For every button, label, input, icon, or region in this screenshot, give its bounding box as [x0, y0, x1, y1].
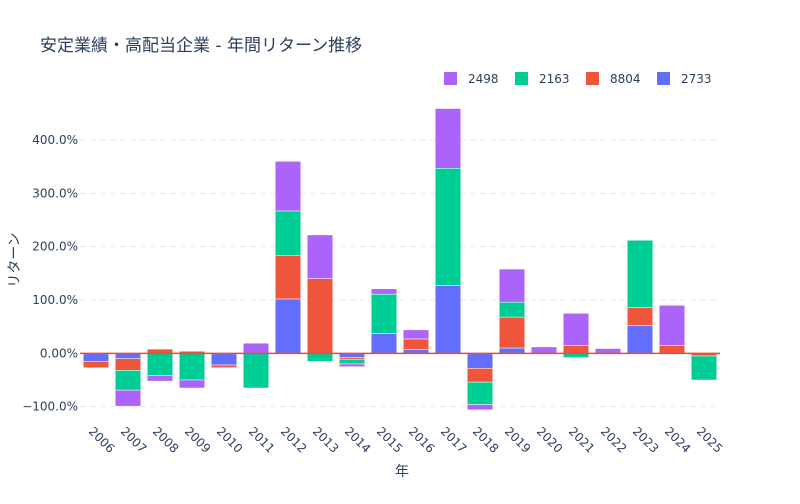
bar-2498-2017[interactable]: [434, 108, 462, 169]
x-tick-label: 2011: [246, 424, 277, 455]
legend-label: 2733: [681, 72, 712, 86]
x-tick-label: 2014: [342, 424, 373, 455]
x-tick-label: 2012: [278, 424, 309, 455]
x-tick-label: 2006: [86, 424, 117, 455]
bar-2163-2023[interactable]: [626, 240, 654, 308]
bar-2733-2019[interactable]: [498, 347, 526, 354]
legend-label: 2163: [539, 72, 570, 86]
y-tick-label: 0.00%: [40, 346, 78, 360]
x-tick-label: 2025: [694, 424, 725, 455]
bar-2163-2011[interactable]: [242, 353, 270, 389]
x-tick-label: 2022: [598, 424, 629, 455]
legend-item-2163[interactable]: 2163: [515, 72, 570, 86]
x-tick-label: 2024: [662, 424, 693, 455]
bar-8804-2019[interactable]: [498, 316, 526, 349]
bar-2163-2013[interactable]: [306, 353, 334, 362]
y-tick-label: 300.0%: [32, 186, 78, 200]
legend-label: 2498: [468, 72, 499, 86]
bar-2498-2009[interactable]: [178, 379, 206, 389]
bar-2498-2020[interactable]: [530, 346, 558, 354]
x-axis-ticks: 2006 2007 2008 2009 2010 2011 2012 2013 2014 2015…: [86, 424, 725, 455]
legend[interactable]: 2498 2163 8804 2733: [444, 72, 712, 86]
x-tick-label: 2021: [566, 424, 597, 455]
x-tick-label: 2018: [470, 424, 501, 455]
bar-2163-2017[interactable]: [434, 168, 462, 286]
bar-2733-2010[interactable]: [210, 353, 238, 366]
bar-2733-2018[interactable]: [466, 353, 494, 369]
bar-2163-2015[interactable]: [370, 293, 398, 334]
y-axis-ticks: −100.0% 0.00% 100.0% 200.0% 300.0% 400.0%: [22, 133, 78, 414]
bar-2163-2007[interactable]: [114, 370, 142, 391]
x-tick-label: 2016: [406, 424, 437, 455]
bar-2163-2018[interactable]: [466, 381, 494, 405]
bar-2733-2017[interactable]: [434, 285, 462, 354]
x-tick-label: 2008: [150, 424, 181, 455]
bar-2498-2015[interactable]: [370, 288, 398, 295]
bar-2498-2013[interactable]: [306, 234, 334, 279]
bar-8804-2018[interactable]: [466, 368, 494, 383]
bar-2498-2007[interactable]: [114, 389, 142, 407]
bar-2498-2014[interactable]: [338, 363, 366, 367]
bar-8804-2013[interactable]: [306, 278, 334, 354]
bar-2498-2018[interactable]: [466, 404, 494, 411]
legend-item-2498[interactable]: 2498: [444, 72, 499, 86]
bar-2498-2021[interactable]: [562, 313, 590, 346]
bar-8804-2006[interactable]: [82, 361, 110, 368]
bar-2498-2011[interactable]: [242, 342, 270, 354]
bar-2733-2015[interactable]: [370, 333, 398, 354]
x-tick-label: 2017: [438, 424, 469, 455]
bar-8804-2010[interactable]: [210, 364, 238, 368]
bar-8804-2012[interactable]: [274, 255, 302, 300]
bar-8804-2024[interactable]: [658, 345, 686, 354]
bar-2733-2007[interactable]: [114, 353, 142, 359]
legend-item-2733[interactable]: 2733: [657, 72, 712, 86]
x-axis-title: 年: [395, 464, 409, 480]
legend-swatch: [657, 72, 670, 85]
x-tick-label: 2010: [214, 424, 245, 455]
bar-8804-2007[interactable]: [114, 358, 142, 371]
bar-2163-2014[interactable]: [338, 358, 366, 365]
bar-2733-2006[interactable]: [82, 353, 110, 362]
x-tick-label: 2007: [118, 424, 149, 455]
bar-2163-2012[interactable]: [274, 210, 302, 256]
legend-swatch: [586, 72, 599, 85]
bar-2733-2012[interactable]: [274, 298, 302, 354]
chart-title: 安定業績・高配当企業 - 年間リターン推移: [40, 36, 362, 56]
bar-2498-2019[interactable]: [498, 268, 526, 303]
y-axis-title: リターン: [7, 232, 23, 287]
x-tick-label: 2015: [374, 424, 405, 455]
bars: [82, 108, 718, 411]
x-tick-label: 2020: [534, 424, 565, 455]
bar-2163-2009[interactable]: [178, 353, 206, 381]
bar-2733-2023[interactable]: [626, 325, 654, 354]
bar-2163-2008[interactable]: [146, 353, 174, 376]
y-tick-label: 100.0%: [32, 293, 78, 307]
bar-2498-2012[interactable]: [274, 161, 302, 212]
legend-swatch: [515, 72, 528, 85]
y-tick-label: 200.0%: [32, 240, 78, 254]
x-tick-label: 2023: [630, 424, 661, 455]
legend-swatch: [444, 72, 457, 85]
bar-8804-2016[interactable]: [402, 338, 430, 350]
bar-2163-2025[interactable]: [690, 355, 718, 381]
bar-2163-2019[interactable]: [498, 301, 526, 318]
bar-8804-2023[interactable]: [626, 307, 654, 326]
bar-8804-2021[interactable]: [562, 345, 590, 354]
legend-item-8804[interactable]: 8804: [586, 72, 641, 86]
bar-2498-2016[interactable]: [402, 329, 430, 340]
x-tick-label: 2013: [310, 424, 341, 455]
x-tick-label: 2019: [502, 424, 533, 455]
bar-2498-2008[interactable]: [146, 375, 174, 382]
bar-2498-2024[interactable]: [658, 305, 686, 346]
y-tick-label: 400.0%: [32, 133, 78, 147]
legend-label: 8804: [610, 72, 641, 86]
gridlines: [80, 139, 720, 408]
x-tick-label: 2009: [182, 424, 213, 455]
y-tick-label: −100.0%: [22, 400, 78, 414]
